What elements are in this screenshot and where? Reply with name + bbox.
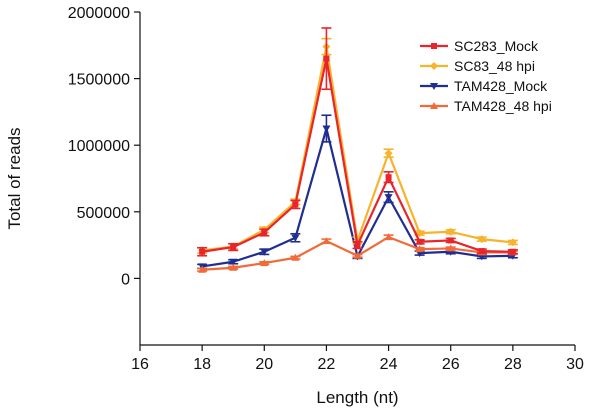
data-point xyxy=(199,248,206,255)
x-tick-label: 22 xyxy=(318,356,336,373)
data-point xyxy=(416,238,423,245)
x-tick-label: 28 xyxy=(504,356,522,373)
legend-marker xyxy=(430,62,438,70)
x-tick-label: 16 xyxy=(131,356,149,373)
y-tick-label: 0 xyxy=(121,271,130,288)
data-point xyxy=(261,229,268,236)
data-point xyxy=(322,125,331,133)
x-tick-label: 18 xyxy=(193,356,211,373)
data-point xyxy=(446,227,455,236)
legend-marker xyxy=(430,83,438,90)
data-point xyxy=(229,258,238,266)
data-point xyxy=(230,244,237,251)
data-point xyxy=(415,245,424,253)
legend-marker xyxy=(430,102,438,109)
legend-item: TAM428_48 hpi xyxy=(420,98,552,114)
legend-item: SC83_48 hpi xyxy=(420,58,535,74)
x-axis-ticks: 16 18 20 22 24 26 28 30 xyxy=(131,345,584,373)
y-tick-label: 2000000 xyxy=(68,5,130,22)
y-tick-label: 500000 xyxy=(77,205,130,222)
chart-axes xyxy=(139,12,575,346)
legend-label: SC83_48 hpi xyxy=(454,58,535,74)
legend-label: SC283_Mock xyxy=(454,38,539,54)
series-SC283_Mock xyxy=(197,27,518,257)
x-tick-label: 24 xyxy=(380,356,398,373)
data-point xyxy=(291,253,300,261)
x-tick-label: 26 xyxy=(442,356,460,373)
data-point xyxy=(384,233,393,241)
legend-item: TAM428_Mock xyxy=(420,78,548,94)
data-point xyxy=(447,237,454,244)
data-point xyxy=(353,251,362,259)
data-point xyxy=(229,263,238,271)
data-point xyxy=(260,259,269,267)
x-tick-label: 30 xyxy=(566,356,584,373)
chart-legend: SC283_Mock SC83_48 hpi TAM428_Mock TAM428_4… xyxy=(420,38,552,114)
data-point xyxy=(509,248,516,255)
y-axis-ticks: 0 500000 1000000 1500000 2000000 xyxy=(68,5,140,288)
x-tick-label: 20 xyxy=(255,356,273,373)
data-point xyxy=(477,235,486,244)
data-point xyxy=(446,244,455,252)
x-axis-title: Length (nt) xyxy=(316,388,398,407)
data-point xyxy=(291,234,300,242)
data-point xyxy=(323,55,330,62)
data-point xyxy=(478,248,485,255)
data-point xyxy=(508,238,517,247)
plot-area xyxy=(197,27,518,273)
data-point xyxy=(198,265,207,273)
y-axis-title: Total of reads xyxy=(5,127,24,229)
legend-item: SC283_Mock xyxy=(420,38,539,54)
data-point xyxy=(260,248,269,256)
legend-marker xyxy=(431,43,437,49)
y-tick-label: 1000000 xyxy=(68,138,130,155)
data-point xyxy=(384,149,393,158)
y-tick-label: 1500000 xyxy=(68,72,130,89)
data-point xyxy=(354,242,361,249)
data-point xyxy=(322,237,331,245)
legend-label: TAM428_Mock xyxy=(454,78,548,94)
legend-label: TAM428_48 hpi xyxy=(454,98,552,114)
data-point xyxy=(384,194,393,202)
data-point xyxy=(385,174,392,181)
data-point xyxy=(292,201,299,208)
